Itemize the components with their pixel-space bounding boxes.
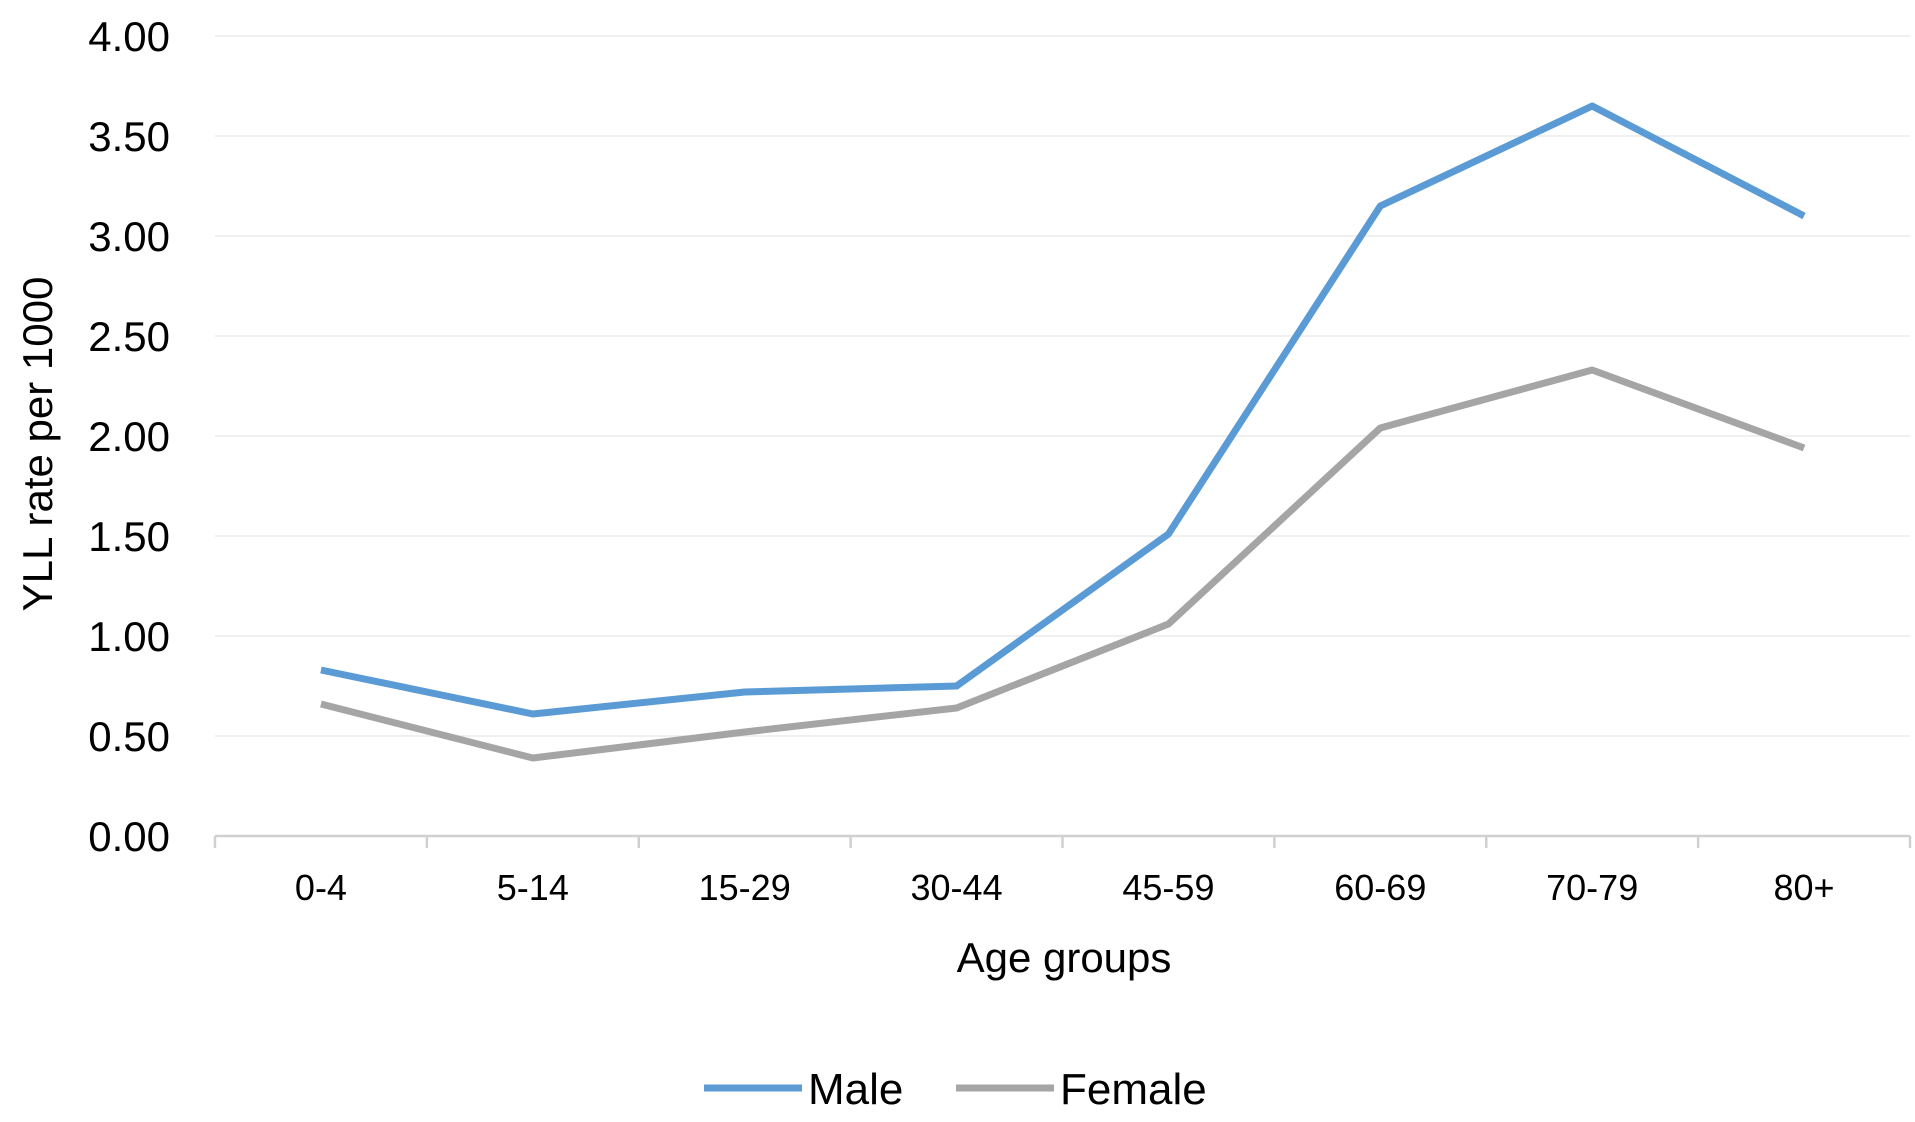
x-axis-tick-labels: 0-4 5-14 15-29 30-44 45-59 60-69 70-79 80+ [295,867,1835,908]
x-tick-label: 60-69 [1334,867,1426,908]
legend: Male Female [704,1065,1207,1114]
x-tick-label: 45-59 [1122,867,1214,908]
y-tick-label: 0.50 [88,713,170,760]
y-tick-label: 3.50 [88,113,170,160]
x-tick-label: 70-79 [1546,867,1638,908]
y-tick-label: 2.00 [88,413,170,460]
y-tick-label: 1.50 [88,513,170,560]
x-axis-title: Age groups [957,934,1172,981]
y-axis-title: YLL rate per 1000 [14,277,61,612]
x-tick-label: 5-14 [497,867,569,908]
x-axis [213,834,1912,848]
x-tick-label: 0-4 [295,867,347,908]
y-tick-label: 1.00 [88,613,170,660]
legend-label-female: Female [1060,1065,1207,1114]
series-line-female [320,366,1806,762]
x-tick-label: 15-29 [699,867,791,908]
y-axis-tick-labels: 0.00 0.50 1.00 1.50 2.00 2.50 3.00 3.50 4.00 [88,13,170,860]
y-tick-label: 0.00 [88,813,170,860]
y-tick-label: 2.50 [88,313,170,360]
gridlines [215,35,1910,737]
legend-label-male: Male [808,1065,903,1114]
x-tick-label: 30-44 [911,867,1003,908]
y-tick-label: 4.00 [88,13,170,60]
x-tick-label: 80+ [1774,867,1835,908]
y-tick-label: 3.00 [88,213,170,260]
series-line-male [320,102,1806,718]
series-lines [320,102,1806,762]
